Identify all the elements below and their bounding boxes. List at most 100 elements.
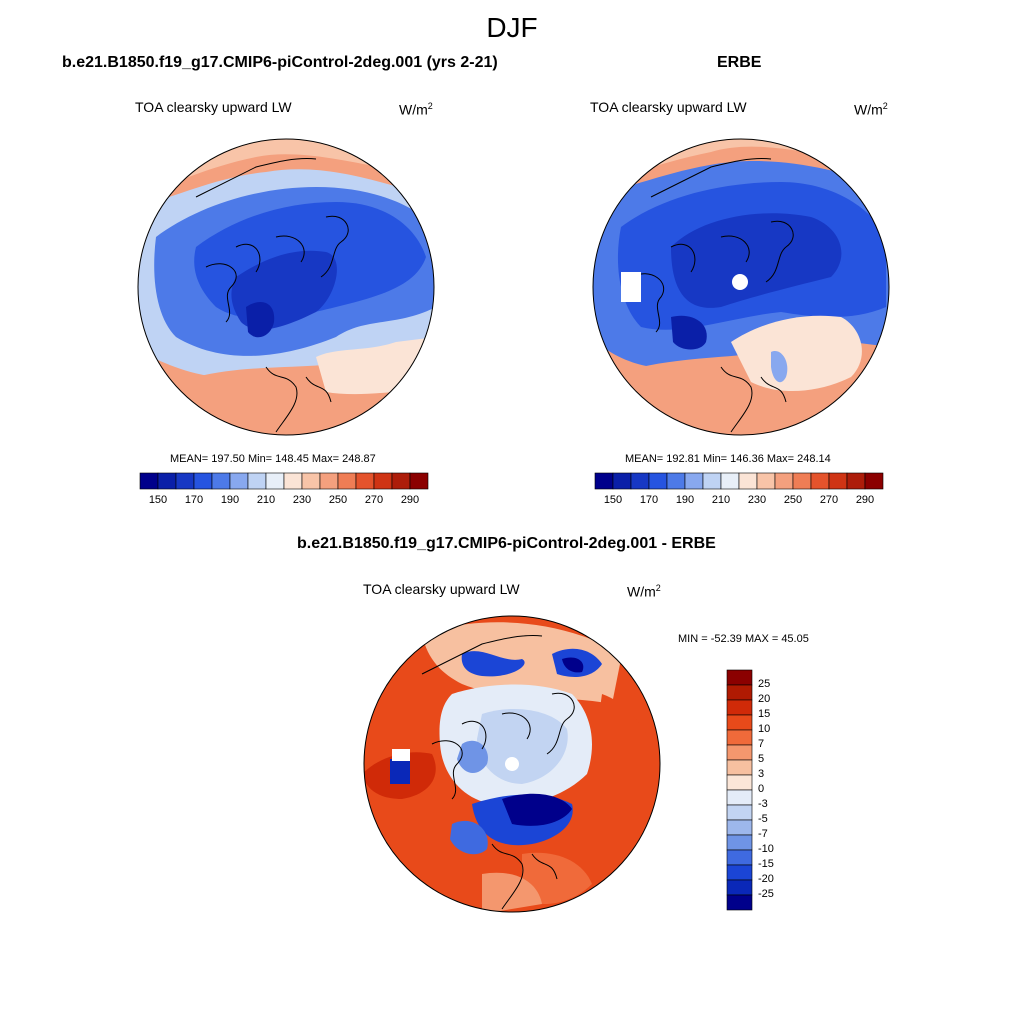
top-left-colorbar-swatch bbox=[337, 472, 357, 490]
difference-colorbar-swatch bbox=[726, 774, 753, 791]
top-left-colorbar-swatch bbox=[193, 472, 213, 490]
top-right-colorbar-swatch bbox=[594, 472, 614, 490]
top-left-colorbar-swatch bbox=[283, 472, 303, 490]
top-right-stats: MEAN= 192.81 Min= 146.36 Max= 248.14 bbox=[625, 453, 831, 465]
top-left-colorbar-tick-label: 190 bbox=[220, 494, 240, 506]
top-right-colorbar-swatch bbox=[702, 472, 722, 490]
difference-colorbar-tick-label: 15 bbox=[758, 708, 771, 720]
missing-data-patch bbox=[621, 272, 641, 302]
difference-colorbar-swatch bbox=[726, 879, 753, 896]
difference-colorbar-swatch bbox=[726, 849, 753, 866]
difference-colorbar-tick-label: -3 bbox=[758, 798, 768, 810]
difference-colorbar-swatch bbox=[726, 699, 753, 716]
top-left-stats: MEAN= 197.50 Min= 148.45 Max= 248.87 bbox=[170, 453, 376, 465]
top-left-colorbar-swatch bbox=[409, 472, 429, 490]
obs-title: ERBE bbox=[717, 54, 762, 71]
top-left-colorbar-swatch bbox=[373, 472, 393, 490]
difference-title: b.e21.B1850.f19_g17.CMIP6-piControl-2deg… bbox=[297, 535, 716, 552]
top-right-colorbar-swatch bbox=[864, 472, 884, 490]
top-left-colorbar-swatch bbox=[229, 472, 249, 490]
top-right-colorbar-swatch bbox=[810, 472, 830, 490]
top-right-colorbar-swatch bbox=[846, 472, 866, 490]
difference-colorbar-tick-label: -15 bbox=[758, 858, 774, 870]
top-left-unit: W/m2 bbox=[399, 101, 433, 118]
difference-colorbar-swatch bbox=[726, 819, 753, 836]
top-left-colorbar-swatch bbox=[355, 472, 375, 490]
difference-colorbar-tick-label: 3 bbox=[758, 768, 765, 780]
difference-colorbar-tick-label: -7 bbox=[758, 828, 768, 840]
top-left-colorbar-tick-label: 210 bbox=[256, 494, 276, 506]
top-left-colorbar-swatch bbox=[265, 472, 285, 490]
difference-colorbar-swatch bbox=[726, 864, 753, 881]
top-right-unit: W/m2 bbox=[854, 101, 888, 118]
top-left-colorbar-tick-label: 250 bbox=[328, 494, 348, 506]
top-left-variable-label: TOA clearsky upward LW bbox=[135, 99, 292, 115]
season-title: DJF bbox=[486, 12, 538, 43]
difference-colorbar bbox=[726, 669, 753, 911]
difference-colorbar-tick-label: 10 bbox=[758, 723, 771, 735]
difference-colorbar-tick-label: 0 bbox=[758, 783, 765, 795]
difference-colorbar-tick-label: -25 bbox=[758, 888, 774, 900]
pole-hole bbox=[732, 274, 748, 290]
top-right-colorbar-swatch bbox=[792, 472, 812, 490]
difference-colorbar-swatch bbox=[726, 804, 753, 821]
top-left-colorbar-swatch bbox=[157, 472, 177, 490]
difference-colorbar-ticks: 25 20 15 10 7 5 3 0 -3 -5 -7 -10 -15 -20 -25 bbox=[758, 670, 798, 910]
top-right-colorbar-tick-label: 230 bbox=[747, 494, 767, 506]
top-right-colorbar bbox=[594, 472, 884, 490]
top-right-colorbar-tick-label: 210 bbox=[711, 494, 731, 506]
top-left-colorbar-swatch bbox=[175, 472, 195, 490]
top-right-colorbar-swatch bbox=[738, 472, 758, 490]
top-right-colorbar-tick-label: 150 bbox=[603, 494, 623, 506]
top-right-colorbar-tick-label: 270 bbox=[819, 494, 839, 506]
difference-colorbar-tick-label: 7 bbox=[758, 738, 765, 750]
top-left-colorbar-tick-label: 230 bbox=[292, 494, 312, 506]
top-left-colorbar-swatch bbox=[301, 472, 321, 490]
top-right-colorbar-swatch bbox=[720, 472, 740, 490]
missing-data-patch bbox=[392, 749, 410, 761]
top-left-colorbar-swatch bbox=[319, 472, 339, 490]
difference-colorbar-swatch bbox=[726, 759, 753, 776]
bottom-variable-label: TOA clearsky upward LW bbox=[363, 581, 520, 597]
top-right-variable-label: TOA clearsky upward LW bbox=[590, 99, 747, 115]
pole-hole bbox=[505, 757, 519, 771]
top-left-colorbar-tick-label: 170 bbox=[184, 494, 204, 506]
top-right-polar-map bbox=[592, 138, 890, 436]
top-right-colorbar-swatch bbox=[756, 472, 776, 490]
difference-colorbar-swatch bbox=[726, 789, 753, 806]
top-right-colorbar-swatch bbox=[774, 472, 794, 490]
difference-colorbar-tick-label: 25 bbox=[758, 678, 771, 690]
model-run-title: b.e21.B1850.f19_g17.CMIP6-piControl-2deg… bbox=[62, 54, 498, 71]
top-left-colorbar-tick-label: 150 bbox=[148, 494, 168, 506]
top-right-colorbar-tick-label: 170 bbox=[639, 494, 659, 506]
top-left-colorbar-tick-label: 270 bbox=[364, 494, 384, 506]
bottom-stats: MIN = -52.39 MAX = 45.05 bbox=[678, 633, 809, 645]
difference-colorbar-swatch bbox=[726, 714, 753, 731]
difference-colorbar-swatch bbox=[726, 834, 753, 851]
top-right-colorbar-swatch bbox=[684, 472, 704, 490]
difference-colorbar-swatch bbox=[726, 684, 753, 701]
top-right-colorbar-swatch bbox=[828, 472, 848, 490]
top-right-colorbar-tick-label: 290 bbox=[855, 494, 875, 506]
top-left-colorbar-swatch bbox=[139, 472, 159, 490]
difference-colorbar-tick-label: -10 bbox=[758, 843, 774, 855]
top-left-colorbar-tick-label: 290 bbox=[400, 494, 420, 506]
top-right-colorbar-swatch bbox=[612, 472, 632, 490]
bottom-unit: W/m2 bbox=[627, 583, 661, 600]
top-left-polar-map bbox=[137, 138, 435, 436]
top-right-colorbar-tick-label: 190 bbox=[675, 494, 695, 506]
difference-colorbar-tick-label: -5 bbox=[758, 813, 768, 825]
top-left-colorbar bbox=[139, 472, 429, 490]
difference-colorbar-swatch bbox=[726, 894, 753, 911]
top-right-colorbar-swatch bbox=[630, 472, 650, 490]
difference-colorbar-tick-label: -20 bbox=[758, 873, 774, 885]
top-left-colorbar-swatch bbox=[247, 472, 267, 490]
top-left-colorbar-ticks: 150 170 190 210 230 250 270 290 bbox=[140, 494, 428, 508]
difference-colorbar-swatch bbox=[726, 744, 753, 761]
top-left-colorbar-swatch bbox=[391, 472, 411, 490]
difference-colorbar-swatch bbox=[726, 669, 753, 686]
difference-colorbar-tick-label: 20 bbox=[758, 693, 771, 705]
top-right-colorbar-swatch bbox=[648, 472, 668, 490]
difference-polar-map bbox=[363, 615, 661, 913]
difference-colorbar-tick-label: 5 bbox=[758, 753, 765, 765]
